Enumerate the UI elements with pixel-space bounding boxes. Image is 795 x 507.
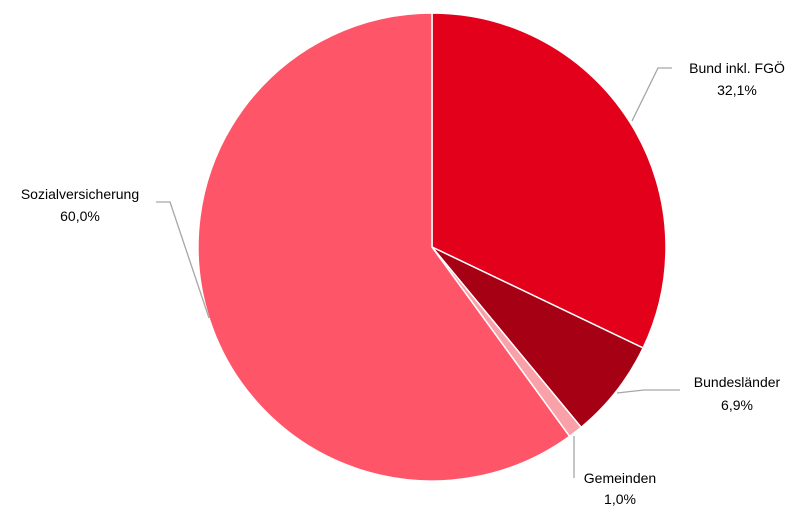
leader-line-sozialversicherung xyxy=(156,201,210,319)
slice-label-bundeslaender-name: Bundesländer xyxy=(694,374,781,390)
pie-slice-sozialversicherung xyxy=(197,12,571,482)
slice-label-bundeslaender-value: 6,9% xyxy=(721,397,753,413)
leader-line-bundeslaender xyxy=(616,389,680,394)
slice-label-gemeinden-name: Gemeinden xyxy=(584,470,656,486)
slice-label-gemeinden-value: 1,0% xyxy=(604,491,636,507)
pie-slices xyxy=(197,12,667,482)
leader-line-bund xyxy=(631,67,672,122)
pie-slice-bund xyxy=(431,12,667,349)
slice-label-sozialversicherung-value: 60,0% xyxy=(60,208,100,224)
slice-label-bund-name: Bund inkl. FGÖ xyxy=(689,59,785,76)
slice-label-sozialversicherung-name: Sozialversicherung xyxy=(21,186,139,202)
slice-label-bund-value: 32,1% xyxy=(717,82,757,98)
